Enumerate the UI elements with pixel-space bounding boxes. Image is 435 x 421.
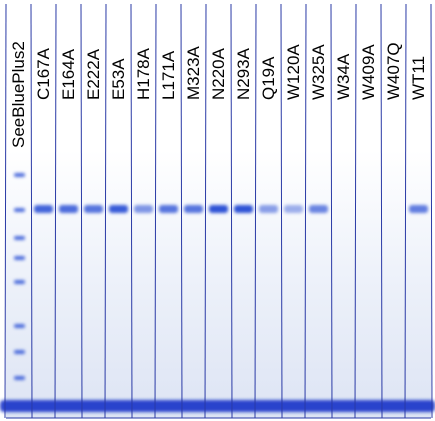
lane-label: M323A [183, 46, 203, 100]
protein-band [259, 205, 278, 213]
lane-label: Q19A [258, 56, 278, 100]
lane-divider [80, 3, 83, 419]
ladder-band [14, 173, 25, 177]
lane-divider [204, 3, 207, 419]
lane-label: H178A [133, 48, 153, 100]
dye-front [0, 400, 435, 412]
protein-band [159, 205, 178, 213]
protein-band [134, 205, 153, 213]
protein-band [184, 205, 203, 213]
ladder-band [14, 280, 25, 284]
lane-divider [30, 3, 33, 419]
lane-divider [330, 3, 333, 419]
lane-divider [130, 3, 133, 419]
protein-band [284, 205, 303, 213]
lane-label: SeeBluePlus2 [8, 41, 28, 148]
lane-divider [180, 3, 183, 419]
lane-label: W34A [333, 53, 353, 100]
lane-divider [4, 3, 7, 419]
lane-label: L171A [158, 50, 178, 100]
gel-background [6, 150, 431, 418]
protein-band [34, 205, 53, 213]
protein-band [59, 205, 78, 213]
ladder-band [14, 256, 25, 260]
lane-divider [104, 3, 107, 419]
lane-label: E164A [58, 48, 78, 100]
lane-divider [254, 3, 257, 419]
protein-band [409, 205, 428, 213]
lane-label: N220A [208, 48, 228, 100]
lane-label: W409A [358, 44, 378, 100]
protein-band [209, 205, 228, 213]
lane-label: W120A [283, 44, 303, 100]
ladder-band [14, 324, 25, 328]
ladder-band [14, 236, 25, 240]
protein-band [84, 205, 103, 213]
ladder-band [14, 208, 25, 212]
lane-label: W325A [308, 44, 328, 100]
lane-divider [280, 3, 283, 419]
lane-label: W407Q [383, 42, 403, 100]
lane-label: E53A [108, 58, 128, 100]
lane-label: WT11 [408, 55, 428, 100]
lane-divider [380, 3, 383, 419]
ladder-band [14, 350, 25, 354]
lane-divider [230, 3, 233, 419]
lane-label: E222A [83, 48, 103, 100]
lane-label: N293A [233, 48, 253, 100]
lane-divider [430, 3, 433, 419]
lane-divider [54, 3, 57, 419]
protein-band [234, 205, 253, 213]
ladder-band [14, 376, 25, 380]
lane-divider [304, 3, 307, 419]
lane-divider [404, 3, 407, 419]
protein-band [109, 205, 128, 213]
lane-label: C167A [33, 48, 53, 100]
lane-divider [154, 3, 157, 419]
protein-band [309, 205, 328, 213]
lane-divider [354, 3, 357, 419]
